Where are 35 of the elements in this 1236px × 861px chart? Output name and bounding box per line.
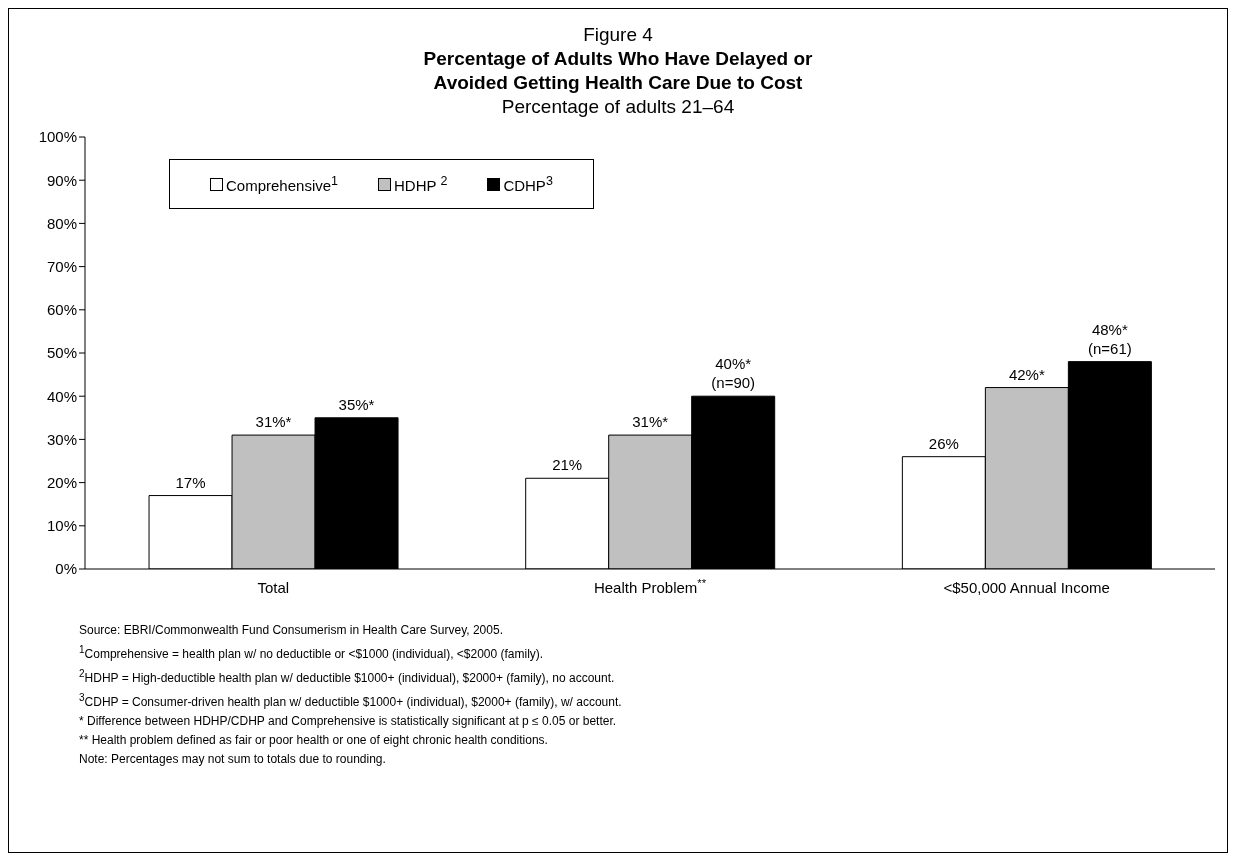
y-tick-label: 80% — [46, 214, 77, 232]
y-tick-label: 100% — [38, 128, 77, 146]
data-label: 35%* — [338, 395, 375, 413]
x-tick-label: Health Problem$^{**}$ — [593, 577, 707, 596]
y-tick-label: 60% — [46, 301, 77, 319]
data-label: 42%* — [1008, 365, 1045, 383]
y-tick-label: 20% — [46, 473, 77, 491]
chart-title: Figure 4 Percentage of Adults Who Have Delayed or Avoided Getting Health Care Due to Cost — [423, 24, 813, 93]
text: Note: Percentages may not sum to totals due to rounding. — [79, 752, 386, 766]
data-label: 31%* — [255, 413, 292, 431]
text: ** Health problem defined as fair or poor health or one of eight chronic health conditions. — [79, 733, 548, 747]
legend-label: Comprehensive$^{1}$ — [226, 174, 339, 194]
data-label: 31%* — [632, 413, 669, 431]
y-tick-label: 10% — [46, 517, 77, 535]
y-tick-label: 70% — [46, 257, 77, 275]
text: $^{1}$Comprehensive = health plan w/ no deductible or <$1000 (individual), <$2000 (family). — [79, 644, 544, 661]
data-label: 17% — [175, 473, 206, 491]
text: $^{3}$CDHP = Consumer-driven health plan w/ deductible $1000+ (individual), $2000+ (family), w/ account. — [79, 692, 622, 709]
y-tick-label: 30% — [46, 430, 77, 448]
text: $^{2}$HDHP = High-deductible health plan w/ deductible $1000+ (individual), $2000+ (family), no account. — [79, 668, 615, 685]
source-note: Source: EBRI/Commonwealth Fund Consumerism in Health Care Survey, 2005. — [79, 623, 503, 637]
chart-subtitle: Percentage of adults 21–64 — [501, 96, 735, 117]
legend-label: CDHP$^{3}$ — [503, 174, 553, 194]
y-tick-label: 0% — [55, 560, 77, 578]
data-label: 26% — [928, 434, 959, 452]
legend-label: HDHP $^{2}$ — [394, 174, 448, 194]
data-label: 40%* (n=90) — [711, 355, 756, 392]
y-tick-label: 50% — [46, 344, 77, 362]
data-label: 48%* (n=61) — [1087, 320, 1132, 357]
text: * Difference between HDHP/CDHP and Comprehensive is statistically significant at p ≤ 0.05 or better. — [79, 714, 617, 728]
y-tick-label: 90% — [46, 171, 77, 189]
y-tick-label: 40% — [46, 387, 77, 405]
x-tick-label: Total — [257, 579, 290, 596]
x-tick-label: <$50,000 Annual Income — [943, 579, 1110, 596]
data-label: 21% — [552, 456, 583, 474]
